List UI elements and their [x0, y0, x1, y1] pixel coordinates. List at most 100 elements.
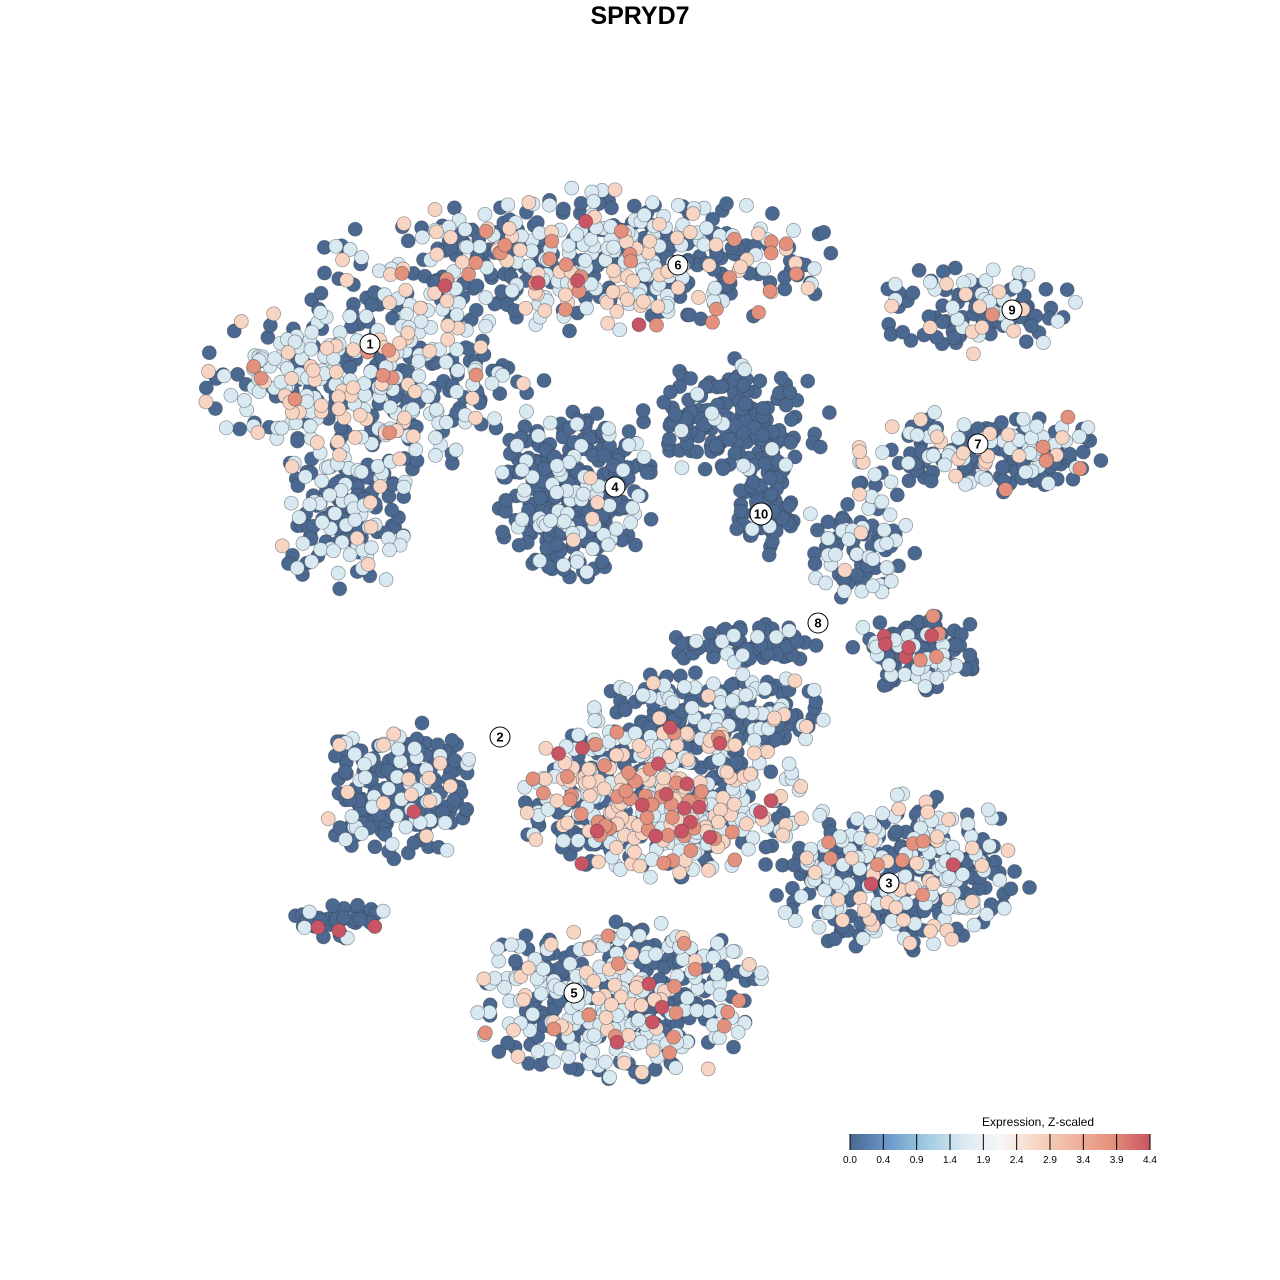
data-point: [370, 459, 386, 474]
data-point: [313, 542, 329, 557]
data-point: [284, 371, 300, 386]
data-point: [901, 639, 917, 655]
data-point: [821, 834, 836, 850]
data-point: [883, 573, 899, 589]
data-point: [995, 459, 1010, 475]
data-point: [419, 828, 434, 844]
data-point: [468, 302, 484, 318]
data-point: [941, 812, 956, 828]
data-point: [342, 547, 358, 563]
data-point: [992, 872, 1008, 888]
legend-tick-label: 2.9: [1043, 1155, 1057, 1166]
data-point: [459, 239, 475, 255]
data-point: [586, 700, 602, 715]
data-point: [628, 980, 644, 995]
data-point: [616, 1055, 632, 1071]
data-point: [962, 647, 978, 663]
data-point: [764, 441, 780, 457]
data-point: [777, 905, 793, 920]
data-point: [761, 547, 777, 563]
data-point: [617, 702, 633, 718]
data-point: [339, 272, 355, 288]
data-point: [549, 458, 565, 473]
data-point: [966, 346, 981, 362]
data-point: [994, 415, 1009, 430]
data-point: [411, 353, 426, 369]
data-point: [639, 465, 655, 480]
data-point: [699, 220, 714, 236]
data-point: [786, 223, 801, 238]
data-point: [911, 263, 927, 278]
data-point: [641, 976, 657, 992]
data-point: [384, 502, 400, 518]
cluster-label: 9: [1001, 299, 1023, 321]
data-point: [784, 412, 799, 427]
data-point: [438, 354, 454, 370]
data-point: [428, 430, 443, 445]
data-point: [561, 1049, 576, 1065]
cluster-label-text: 7: [974, 437, 981, 452]
data-point: [929, 429, 945, 445]
data-point: [651, 756, 666, 772]
data-point: [674, 636, 690, 651]
data-point: [490, 940, 505, 956]
data-point: [406, 835, 422, 851]
cluster-label-text: 5: [570, 986, 577, 1001]
data-point: [397, 410, 412, 426]
data-point: [620, 292, 635, 307]
data-point: [773, 370, 789, 386]
data-point: [562, 323, 577, 339]
data-point: [606, 263, 621, 278]
data-point: [468, 255, 484, 270]
data-point: [870, 857, 885, 872]
data-point: [543, 513, 558, 528]
data-point: [672, 865, 687, 881]
data-point: [945, 857, 961, 873]
data-point: [570, 727, 586, 743]
data-point: [876, 522, 892, 538]
data-point: [615, 462, 631, 478]
data-point: [828, 547, 843, 562]
data-point: [840, 497, 855, 512]
data-point: [1011, 448, 1027, 464]
data-point: [820, 514, 836, 530]
data-point: [600, 537, 616, 553]
data-point: [929, 829, 945, 845]
data-point: [731, 993, 747, 1009]
data-point: [390, 741, 406, 757]
data-point: [645, 675, 661, 691]
data-point: [716, 1018, 732, 1034]
data-point: [260, 330, 276, 345]
data-point: [330, 565, 346, 581]
data-point: [357, 770, 373, 785]
data-point: [495, 465, 510, 480]
data-point: [683, 843, 699, 858]
data-point: [621, 424, 637, 439]
data-point: [915, 887, 930, 903]
data-point: [360, 557, 376, 572]
data-point: [877, 636, 893, 652]
data-point: [302, 497, 318, 512]
data-point: [1006, 323, 1021, 339]
data-point: [609, 747, 624, 763]
data-point: [929, 670, 945, 686]
data-point: [581, 774, 597, 790]
data-point: [1020, 267, 1036, 283]
data-point: [750, 629, 765, 645]
data-point: [879, 560, 895, 575]
data-point: [558, 287, 573, 303]
data-point: [525, 1006, 541, 1022]
data-point: [407, 741, 422, 756]
data-point: [347, 221, 363, 237]
data-point: [702, 829, 718, 845]
data-point: [601, 421, 616, 436]
data-point: [656, 770, 671, 786]
data-point: [528, 832, 544, 848]
data-point: [406, 804, 422, 820]
data-point: [633, 998, 649, 1013]
data-point: [358, 309, 374, 324]
data-point: [589, 823, 605, 839]
data-point: [605, 284, 621, 300]
data-point: [985, 262, 1001, 278]
data-point: [332, 581, 348, 597]
